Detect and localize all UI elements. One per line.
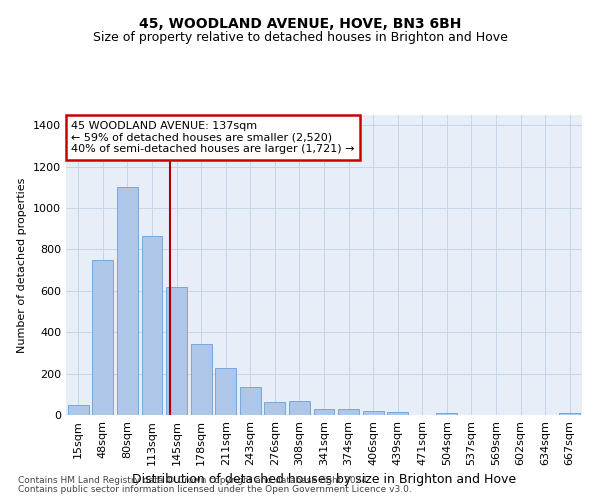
- Bar: [265, 402, 286, 415]
- Text: 45, WOODLAND AVENUE, HOVE, BN3 6BH: 45, WOODLAND AVENUE, HOVE, BN3 6BH: [139, 18, 461, 32]
- Text: Contains public sector information licensed under the Open Government Licence v3: Contains public sector information licen…: [18, 485, 412, 494]
- Bar: [289, 400, 310, 415]
- X-axis label: Distribution of detached houses by size in Brighton and Hove: Distribution of detached houses by size …: [132, 473, 516, 486]
- Bar: [117, 188, 138, 415]
- Bar: [215, 368, 236, 415]
- Bar: [92, 260, 113, 415]
- Bar: [559, 413, 580, 415]
- Bar: [166, 286, 187, 415]
- Bar: [314, 409, 334, 415]
- Bar: [142, 236, 163, 415]
- Bar: [191, 344, 212, 415]
- Y-axis label: Number of detached properties: Number of detached properties: [17, 178, 28, 352]
- Text: Contains HM Land Registry data © Crown copyright and database right 2024.: Contains HM Land Registry data © Crown c…: [18, 476, 370, 485]
- Bar: [240, 387, 261, 415]
- Bar: [68, 405, 89, 415]
- Bar: [436, 413, 457, 415]
- Text: 45 WOODLAND AVENUE: 137sqm
← 59% of detached houses are smaller (2,520)
40% of s: 45 WOODLAND AVENUE: 137sqm ← 59% of deta…: [71, 121, 355, 154]
- Bar: [362, 411, 383, 415]
- Text: Size of property relative to detached houses in Brighton and Hove: Size of property relative to detached ho…: [92, 31, 508, 44]
- Bar: [338, 409, 359, 415]
- Bar: [387, 412, 408, 415]
